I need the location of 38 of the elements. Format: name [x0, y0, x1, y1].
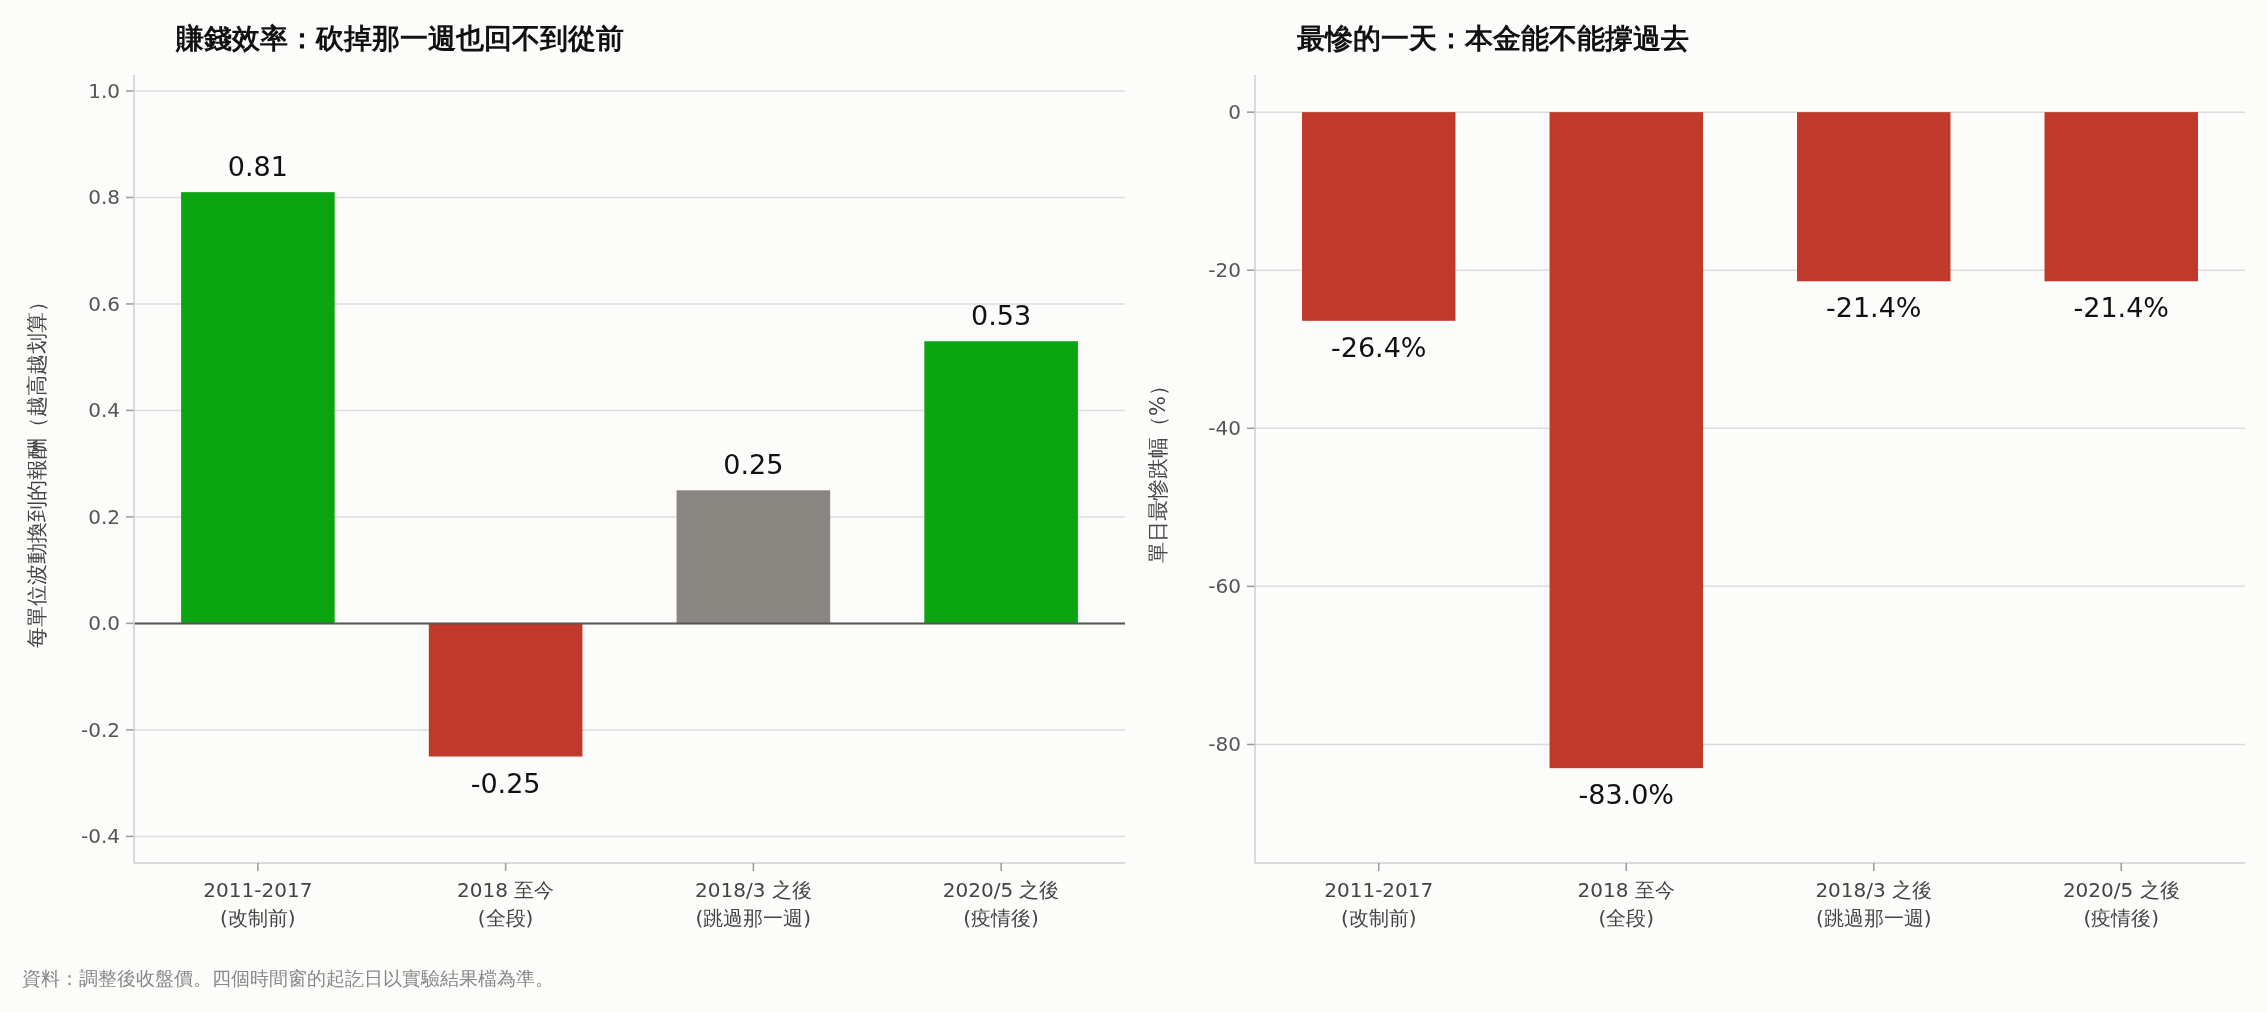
chart-title: 最慘的一天：本金能不能撐過去	[1296, 22, 1689, 55]
y-tick-label: 0	[1228, 100, 1241, 125]
x-tick-label: 2018/3 之後 (跳過那一週)	[1815, 878, 1933, 930]
data-label: -83.0%	[1578, 779, 1675, 811]
text: 資料：調整後收盤價。四個時間窗的起訖日以實驗結果檔為準。	[22, 967, 554, 989]
chart-title: 賺錢效率：砍掉那一週也回不到從前	[175, 22, 624, 55]
x-tick-label: 2018 至今 (全段)	[456, 878, 555, 930]
y-axis-title: 每單位波動換到的報酬（越高越划算）	[25, 290, 49, 648]
data-label: 0.53	[971, 300, 1032, 332]
data-label: -0.25	[470, 767, 541, 799]
y-tick-label: 0.0	[88, 611, 120, 636]
x-tick-label: 2011-2017 (改制前)	[203, 878, 313, 930]
x-tick-label: 2018/3 之後 (跳過那一週)	[695, 878, 812, 930]
y-tick-label: 0.2	[88, 504, 120, 529]
bar	[676, 490, 831, 624]
x-tick-label: 2011-2017 (改制前)	[1324, 878, 1434, 930]
y-tick-label: -40	[1208, 416, 1241, 441]
bar	[428, 623, 583, 757]
data-label: -21.4%	[1825, 292, 1922, 324]
y-tick-label: 0.8	[88, 185, 120, 210]
y-tick-label: 0.6	[88, 291, 120, 316]
y-tick-label: -0.2	[80, 717, 120, 742]
y-tick-label: -0.4	[80, 824, 120, 849]
data-label: 0.25	[723, 449, 784, 481]
y-tick-label: -20	[1208, 258, 1241, 283]
bar	[924, 341, 1078, 624]
data-label: -21.4%	[2073, 292, 2170, 324]
x-tick-label: 2020/5 之後 (疫情後)	[942, 878, 1060, 930]
data-label: -26.4%	[1330, 331, 1427, 363]
y-tick-label: 0.4	[88, 398, 120, 423]
x-tick-label: 2018 至今 (全段)	[1577, 878, 1675, 930]
y-axis-title: 單日最慘跌幅（%）	[1146, 375, 1170, 563]
y-tick-label: -80	[1208, 732, 1241, 757]
y-tick-label: -60	[1208, 574, 1241, 599]
x-tick-label: 2020/5 之後 (疫情後)	[2062, 878, 2180, 930]
y-tick-label: 1.0	[88, 78, 120, 103]
data-label: 0.81	[227, 151, 288, 183]
bar	[181, 192, 335, 624]
